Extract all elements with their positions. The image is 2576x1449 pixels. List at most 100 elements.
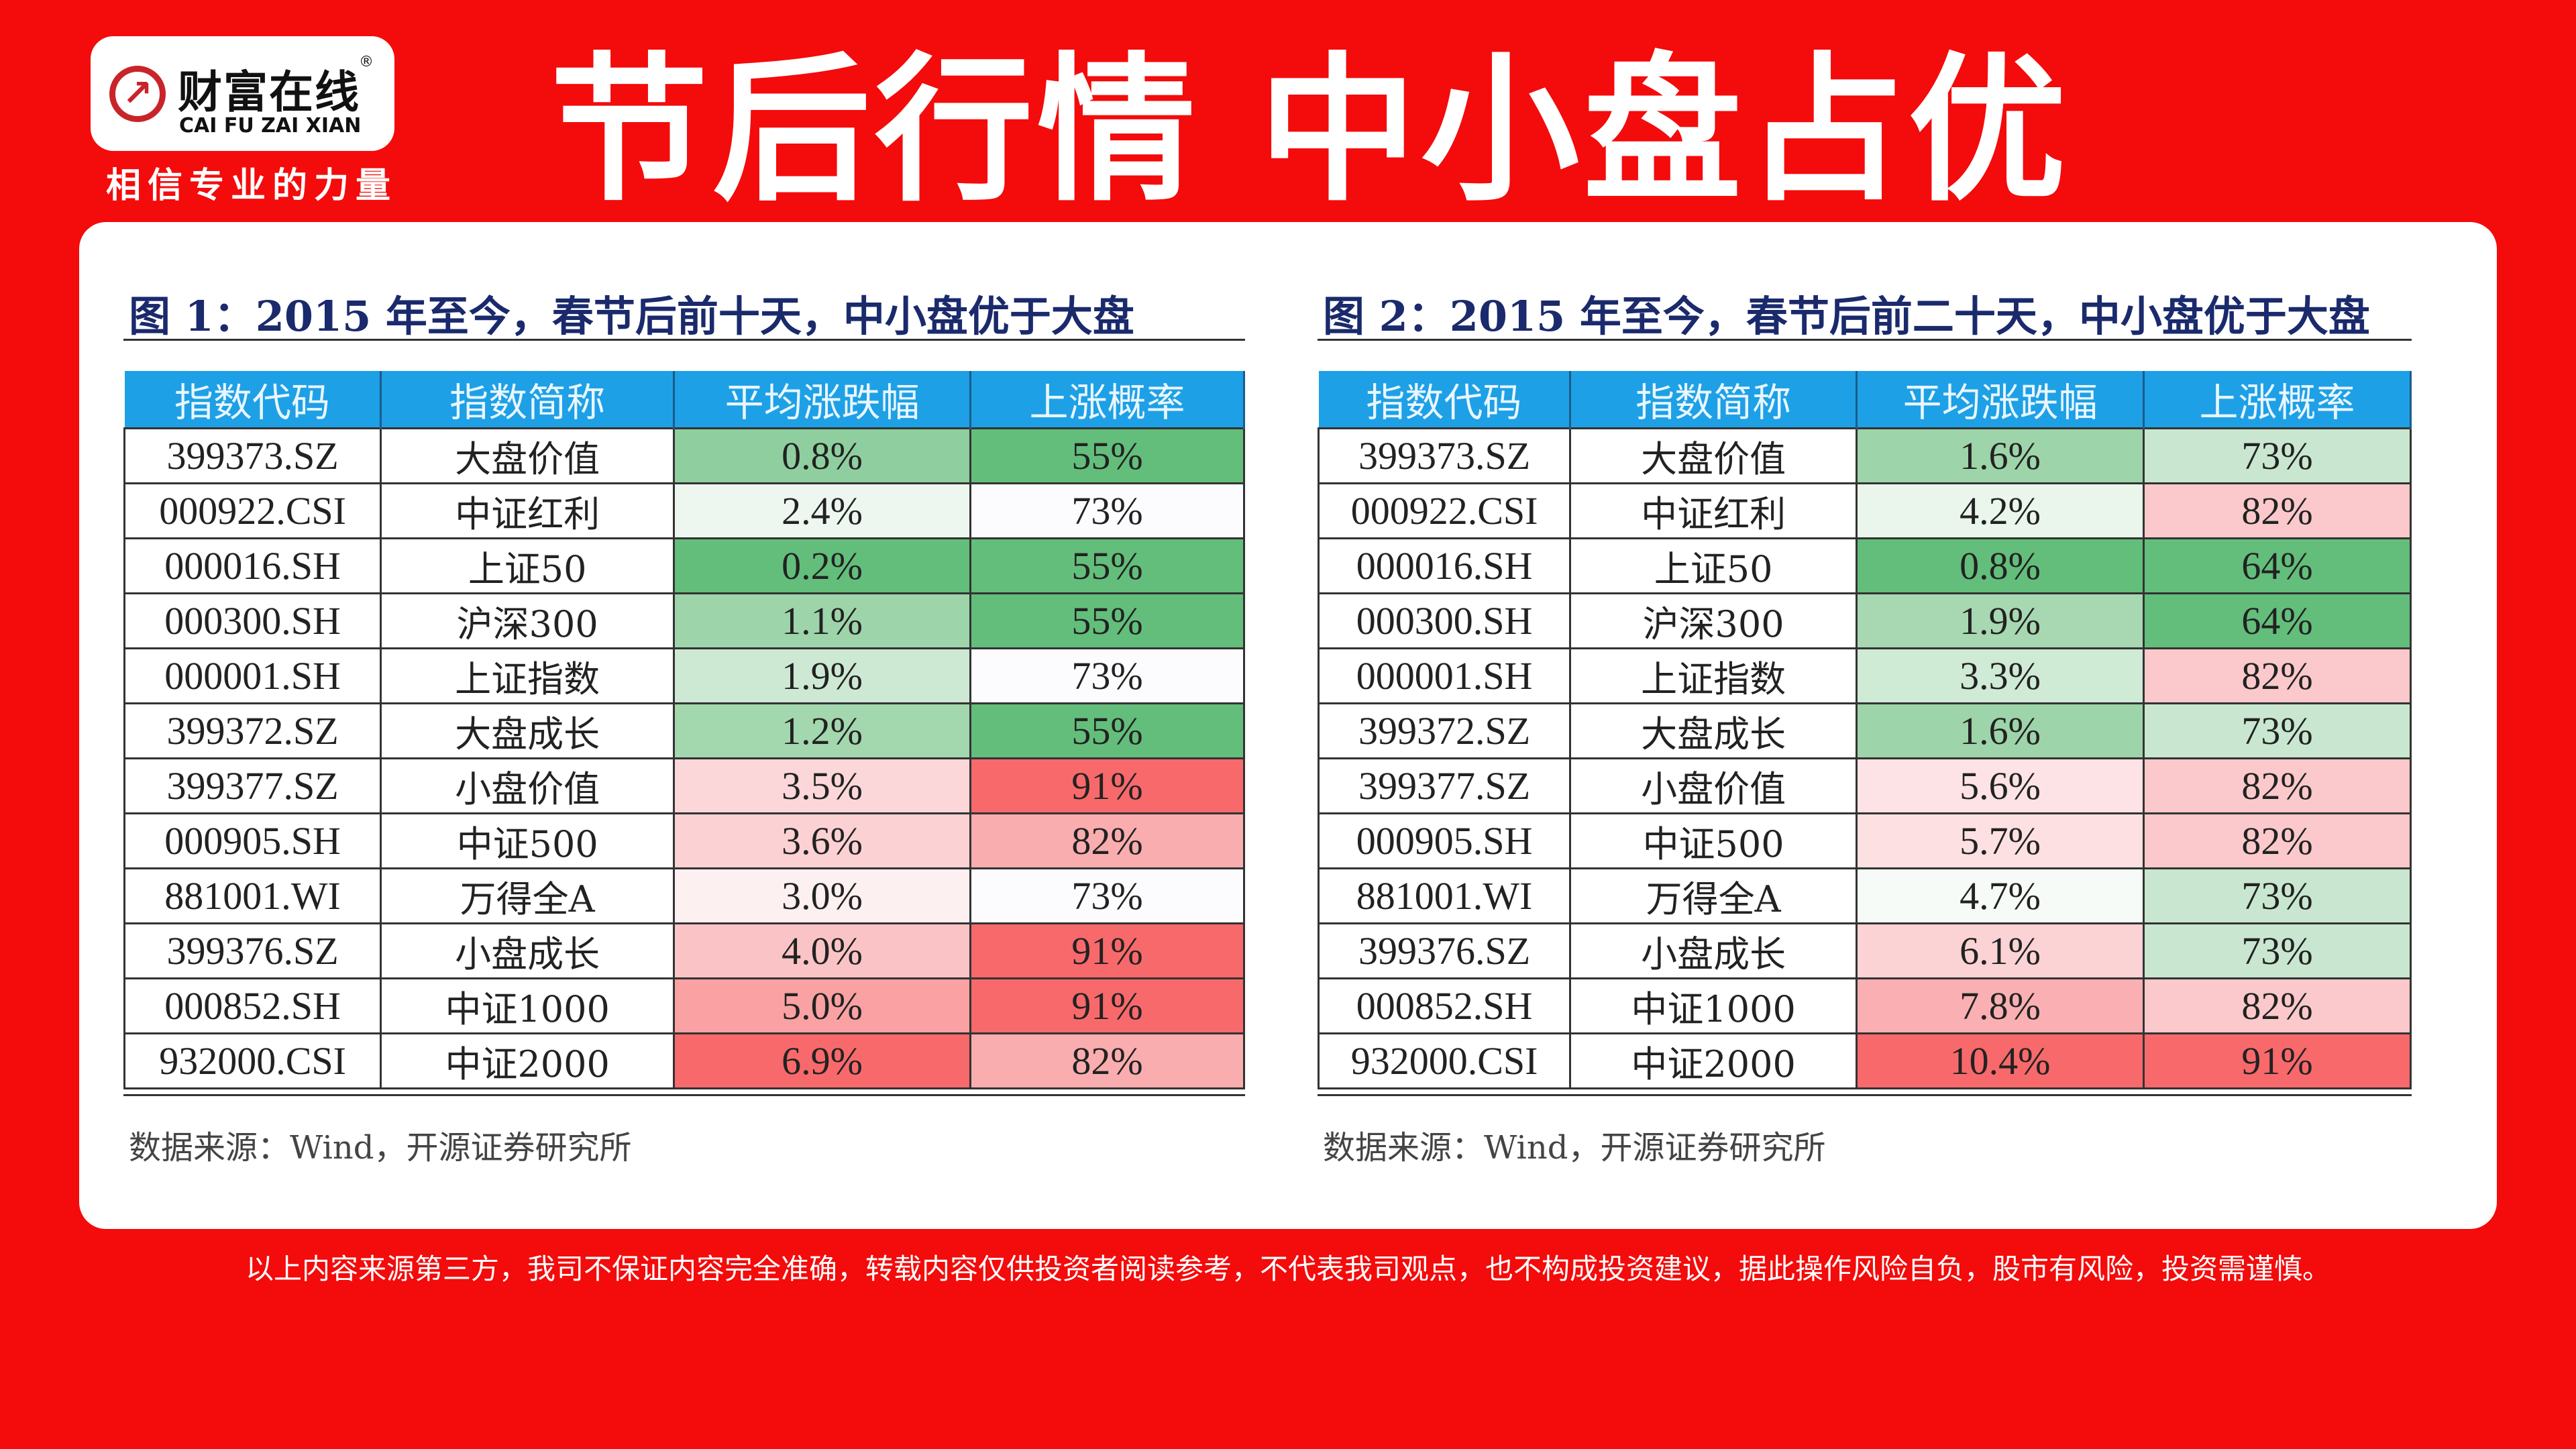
divider [123,339,1245,341]
table-row: 881001.WI 万得全A 3.0% 73% [123,867,1246,924]
index-code: 399373.SZ [1317,427,1572,484]
index-code: 881001.WI [1317,867,1572,924]
table-row: 000300.SH 沪深300 1.1% 55% [123,592,1246,649]
table-row: 881001.WI 万得全A 4.7% 73% [1317,867,2412,924]
table-row: 932000.CSI 中证2000 6.9% 82% [123,1032,1246,1089]
rise-probability: 73% [2143,702,2412,759]
table-row: 000300.SH 沪深300 1.9% 64% [1317,592,2412,649]
rise-probability: 91% [969,977,1246,1034]
divider [1318,339,2412,341]
rise-probability: 55% [969,702,1246,759]
index-code: 881001.WI [123,867,382,924]
table-row: 000016.SH 上证50 0.8% 64% [1317,537,2412,594]
column-header: 指数代码 [124,371,382,429]
table-header: 指数代码 指数简称 平均涨跌幅 上涨概率 [124,371,1246,429]
table-row: 399376.SZ 小盘成长 4.0% 91% [123,922,1246,979]
table-row: 932000.CSI 中证2000 10.4% 91% [1317,1032,2412,1089]
rise-probability: 82% [969,812,1246,869]
column-header: 上涨概率 [2143,371,2412,429]
rise-probability: 73% [2143,427,2412,484]
index-name: 小盘成长 [1569,922,1858,979]
rise-probability: 82% [2143,757,2412,814]
table-row: 000001.SH 上证指数 1.9% 73% [123,647,1246,704]
rise-probability: 91% [969,922,1246,979]
avg-change: 0.8% [673,427,971,484]
index-name: 中证1000 [1569,977,1858,1034]
index-table: 指数代码 指数简称 平均涨跌幅 上涨概率 399373.SZ 大盘价值 1.6% 73… [1317,371,2412,1089]
logo: ↗ 财富在线 ® CAI FU ZAI XIAN [91,36,394,151]
index-name: 上证指数 [380,647,676,704]
avg-change: 3.6% [673,812,971,869]
index-name: 大盘成长 [1569,702,1858,759]
avg-change: 1.2% [673,702,971,759]
table-row: 399373.SZ 大盘价值 1.6% 73% [1317,427,2412,484]
rise-probability: 64% [2143,537,2412,594]
index-name: 上证指数 [1569,647,1858,704]
index-name: 中证500 [380,812,676,869]
column-header: 指数简称 [1570,371,1858,429]
avg-change: 4.2% [1856,482,2145,539]
index-code: 932000.CSI [1317,1032,1572,1089]
divider [123,1094,1245,1096]
logo-text-cn: 财富在线 [178,66,360,118]
table-row: 000905.SH 中证500 3.6% 82% [123,812,1246,869]
data-source: 数据来源：Wind，开源证券研究所 [129,1129,632,1167]
index-name: 万得全A [1569,867,1858,924]
page-title: 节后行情 中小盘占优 [550,38,2071,223]
index-code: 000300.SH [1317,592,1572,649]
index-code: 399377.SZ [1317,757,1572,814]
avg-change: 3.0% [673,867,971,924]
rise-probability: 82% [2143,977,2412,1034]
table-row: 399373.SZ 大盘价值 0.8% 55% [123,427,1246,484]
table-row: 399376.SZ 小盘成长 6.1% 73% [1317,922,2412,979]
rise-probability: 91% [2143,1032,2412,1089]
index-name: 中证500 [1569,812,1858,869]
avg-change: 6.1% [1856,922,2145,979]
index-name: 大盘成长 [380,702,676,759]
avg-change: 1.6% [1856,427,2145,484]
rise-probability: 55% [969,592,1246,649]
index-code: 399372.SZ [1317,702,1572,759]
avg-change: 5.7% [1856,812,2145,869]
index-code: 399376.SZ [1317,922,1572,979]
table-row: 000922.CSI 中证红利 4.2% 82% [1317,482,2412,539]
figure-title: 图 2：2015 年至今，春节后前二十天，中小盘优于大盘 [1323,292,2370,341]
index-name: 中证2000 [380,1032,676,1089]
index-name: 上证50 [1569,537,1858,594]
rise-probability: 55% [969,537,1246,594]
rise-probability: 73% [969,647,1246,704]
index-name: 沪深300 [1569,592,1858,649]
index-code: 000905.SH [123,812,382,869]
rise-probability: 55% [969,427,1246,484]
column-header: 平均涨跌幅 [1856,371,2145,429]
avg-change: 5.6% [1856,757,2145,814]
table-row: 000001.SH 上证指数 3.3% 82% [1317,647,2412,704]
index-code: 000922.CSI [1317,482,1572,539]
index-table: 指数代码 指数简称 平均涨跌幅 上涨概率 399373.SZ 大盘价值 0.8% 55… [123,371,1246,1089]
index-name: 小盘价值 [1569,757,1858,814]
table-row: 000852.SH 中证1000 7.8% 82% [1317,977,2412,1034]
index-name: 大盘价值 [1569,427,1858,484]
avg-change: 3.3% [1856,647,2145,704]
table-row: 399372.SZ 大盘成长 1.2% 55% [123,702,1246,759]
index-name: 万得全A [380,867,676,924]
table-row: 000852.SH 中证1000 5.0% 91% [123,977,1246,1034]
avg-change: 0.2% [673,537,971,594]
rise-probability: 73% [969,482,1246,539]
disclaimer: 以上内容来源第三方，我司不保证内容完全准确，转载内容仅供投资者阅读参考，不代表我… [245,1252,2330,1285]
table-row: 399377.SZ 小盘价值 3.5% 91% [123,757,1246,814]
rise-probability: 82% [2143,812,2412,869]
avg-change: 1.9% [1856,592,2145,649]
index-code: 000001.SH [1317,647,1572,704]
table-row: 000016.SH 上证50 0.2% 55% [123,537,1246,594]
column-header: 指数简称 [380,371,676,429]
index-code: 399373.SZ [123,427,382,484]
index-name: 中证2000 [1569,1032,1858,1089]
avg-change: 5.0% [673,977,971,1034]
avg-change: 4.0% [673,922,971,979]
index-code: 000905.SH [1317,812,1572,869]
index-code: 000922.CSI [123,482,382,539]
avg-change: 6.9% [673,1032,971,1089]
avg-change: 1.9% [673,647,971,704]
index-code: 000852.SH [123,977,382,1034]
